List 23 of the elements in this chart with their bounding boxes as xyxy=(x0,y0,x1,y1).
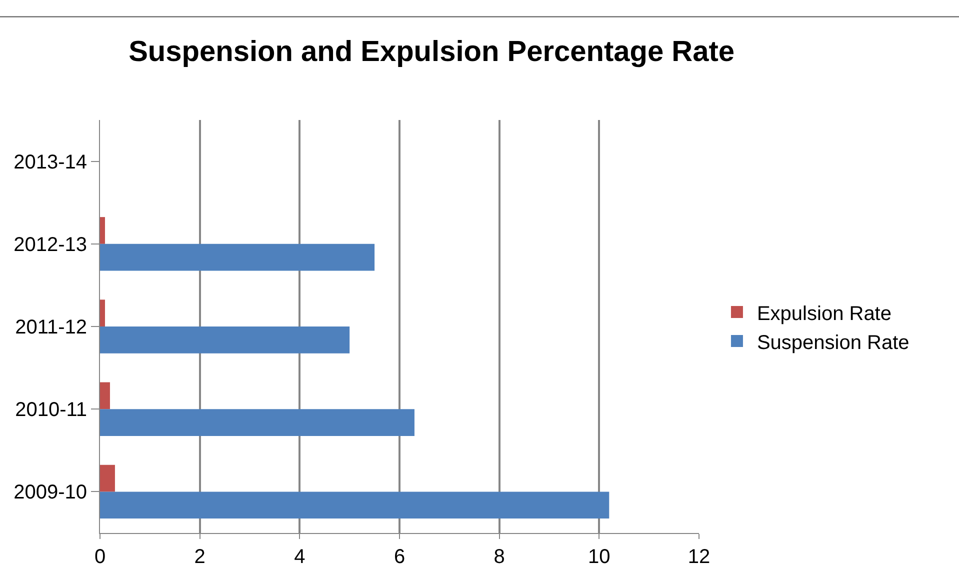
y-tick-label: 2013-14 xyxy=(14,151,87,174)
bar xyxy=(100,492,610,519)
x-tick-label: 0 xyxy=(94,546,106,568)
y-tick-label: 2011-12 xyxy=(15,316,87,338)
bar xyxy=(100,217,105,244)
chart-title: Suspension and Expulsion Percentage Rate xyxy=(128,36,735,68)
legend-label: Expulsion Rate xyxy=(756,302,892,325)
y-tick-label: 2010-11 xyxy=(15,399,87,422)
bar xyxy=(100,382,110,410)
bar xyxy=(100,244,375,271)
x-tick-label: 4 xyxy=(294,546,306,568)
bar xyxy=(100,326,350,354)
bar xyxy=(100,409,414,436)
x-tick-label: 8 xyxy=(494,546,505,568)
x-tick-label: 2 xyxy=(194,546,206,568)
y-tick-label: 2009-10 xyxy=(14,482,87,504)
bar xyxy=(100,464,115,492)
legend-label: Suspension Rate xyxy=(756,332,910,354)
x-tick-label: 6 xyxy=(394,546,406,568)
y-tick-label: 2012-13 xyxy=(14,234,87,256)
x-tick-label: 10 xyxy=(588,546,610,568)
x-tick-label: 12 xyxy=(688,546,710,568)
bar xyxy=(100,300,105,326)
